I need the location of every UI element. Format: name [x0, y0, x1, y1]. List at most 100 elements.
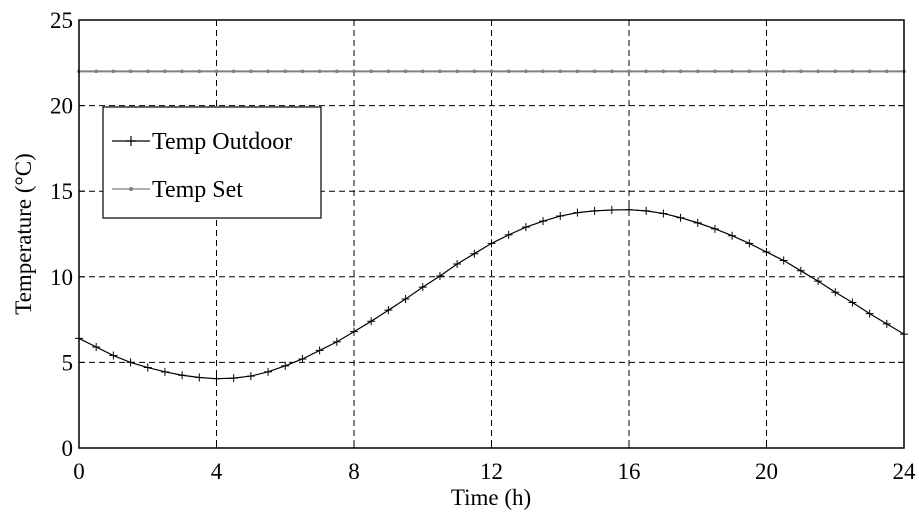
data-point: [283, 69, 288, 74]
data-point: [610, 69, 614, 74]
data-point: [642, 206, 651, 215]
data-point: [539, 217, 548, 226]
legend-label-temp-outdoor: Temp Outdoor: [152, 129, 292, 155]
data-point: [195, 373, 204, 382]
data-point: [264, 367, 273, 376]
data-point: [816, 69, 820, 74]
data-point: [524, 69, 528, 74]
data-point: [332, 337, 341, 346]
data-point: [730, 69, 734, 74]
legend-marker-temp-outdoor: [126, 136, 136, 146]
data-point: [713, 69, 717, 74]
data-point: [762, 247, 771, 256]
data-point: [745, 239, 754, 248]
y-tick-label: 15: [50, 179, 73, 204]
data-point: [109, 351, 118, 360]
y-axis-label: Temperature (°C): [11, 153, 36, 314]
data-point: [625, 205, 633, 214]
legend-label-temp-set: Temp Set: [152, 177, 243, 203]
data-point: [796, 266, 805, 275]
data-point: [659, 209, 668, 218]
data-point: [833, 69, 838, 74]
legend-entry-temp-set: Temp Set: [112, 177, 243, 203]
data-point: [455, 69, 459, 74]
data-point: [298, 354, 307, 363]
data-point: [350, 327, 358, 336]
data-point: [300, 69, 305, 74]
data-point: [315, 346, 324, 355]
data-point: [197, 69, 202, 74]
data-point: [627, 69, 631, 74]
data-point: [747, 69, 752, 74]
data-point: [249, 69, 253, 74]
data-point: [266, 69, 270, 74]
x-tick-label: 8: [348, 459, 360, 484]
data-point: [850, 69, 855, 74]
data-point: [541, 69, 545, 74]
data-point: [693, 218, 702, 227]
data-point: [678, 69, 683, 74]
data-point: [661, 69, 666, 74]
data-point: [435, 271, 444, 280]
data-point: [695, 69, 700, 74]
data-point: [401, 295, 410, 304]
data-point: [470, 249, 479, 258]
data-point: [453, 259, 462, 268]
series-temp-set: [77, 69, 906, 74]
data-point: [779, 256, 788, 265]
x-tick-label: 4: [211, 459, 223, 484]
data-point: [384, 306, 393, 315]
legend: Temp Outdoor Temp Set: [102, 106, 322, 219]
data-point: [160, 367, 169, 376]
data-point: [575, 69, 580, 74]
data-point: [281, 361, 290, 370]
data-point: [728, 231, 737, 240]
data-point: [764, 69, 769, 74]
data-point: [644, 69, 648, 74]
data-point: [180, 69, 184, 74]
data-point: [885, 69, 889, 74]
data-point: [352, 69, 356, 74]
y-tick-label: 25: [50, 8, 73, 33]
data-point: [128, 69, 133, 74]
data-point: [882, 319, 891, 328]
data-point: [573, 208, 582, 217]
data-point: [607, 206, 616, 215]
data-point: [676, 213, 685, 222]
data-point: [438, 69, 442, 74]
data-point: [143, 363, 152, 372]
ticks: 0 4 8 12 16 20 24 0 5 10 15 20 25: [50, 8, 916, 484]
data-point: [504, 230, 513, 239]
data-point: [92, 342, 101, 351]
data-point: [799, 69, 803, 74]
data-point: [867, 69, 872, 74]
x-axis-label: Time (h): [451, 485, 531, 510]
data-point: [317, 69, 322, 74]
data-point: [592, 69, 597, 74]
data-point: [163, 69, 167, 74]
grid: [79, 20, 904, 448]
data-point: [506, 69, 511, 74]
data-point: [369, 69, 373, 74]
data-point: [472, 69, 477, 74]
data-point: [558, 69, 563, 74]
x-tick-label: 0: [73, 459, 85, 484]
data-point: [94, 69, 98, 74]
data-point: [590, 206, 599, 215]
y-tick-label: 5: [62, 350, 74, 375]
data-point: [367, 317, 376, 326]
data-point: [386, 69, 391, 74]
data-point: [231, 69, 236, 74]
x-tick-label: 24: [893, 459, 917, 484]
data-point: [831, 288, 840, 297]
data-point: [710, 224, 719, 233]
legend-box: [102, 106, 322, 219]
series-layer: [75, 69, 908, 383]
data-point: [489, 69, 494, 74]
y-tick-label: 0: [62, 436, 74, 461]
data-point: [111, 69, 116, 74]
data-point: [246, 372, 255, 381]
y-tick-label: 10: [50, 265, 73, 290]
